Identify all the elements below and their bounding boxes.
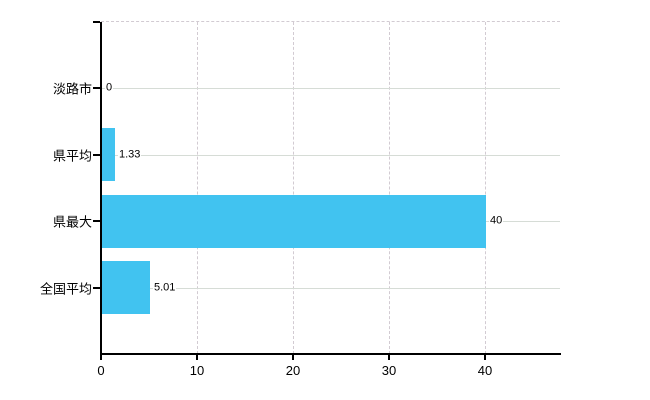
bar-2	[102, 128, 115, 181]
horizontal-gridline	[101, 88, 560, 89]
vertical-gridline	[389, 22, 390, 354]
bar-value-label: 40	[489, 214, 504, 228]
x-axis-line	[100, 353, 561, 355]
x-axis-tick-label: 20	[285, 363, 301, 378]
vertical-gridline	[485, 22, 486, 354]
x-axis-tick-label: 10	[189, 363, 205, 378]
x-axis-tick-label: 40	[477, 363, 493, 378]
horizontal-gridline	[101, 155, 560, 156]
bar-value-label: 0	[105, 81, 114, 95]
x-axis-tick	[388, 355, 390, 360]
x-axis-tick-label: 30	[381, 363, 397, 378]
vertical-gridline	[197, 22, 198, 354]
bar-4	[102, 261, 150, 314]
category-label: 淡路市	[52, 81, 92, 97]
horizontal-gridline	[101, 288, 560, 289]
x-axis-tick	[100, 355, 102, 360]
category-tick	[93, 220, 100, 222]
category-label: 全国平均	[39, 281, 92, 297]
x-axis-tick	[196, 355, 198, 360]
category-axis-edge-tick	[93, 21, 100, 23]
bar-value-label: 1.33	[118, 148, 142, 162]
vertical-gridline	[293, 22, 294, 354]
x-axis-tick	[484, 355, 486, 360]
x-axis-tick	[292, 355, 294, 360]
plot-top-border	[101, 21, 560, 22]
x-axis-tick-label: 0	[97, 363, 105, 378]
category-label: 県平均	[52, 148, 92, 164]
category-tick	[93, 87, 100, 89]
bar-value-label: 5.01	[153, 281, 177, 295]
category-tick	[93, 287, 100, 289]
y-axis-line	[100, 22, 102, 355]
category-tick	[93, 154, 100, 156]
category-label: 県最大	[52, 214, 92, 230]
bar-3	[102, 195, 486, 248]
